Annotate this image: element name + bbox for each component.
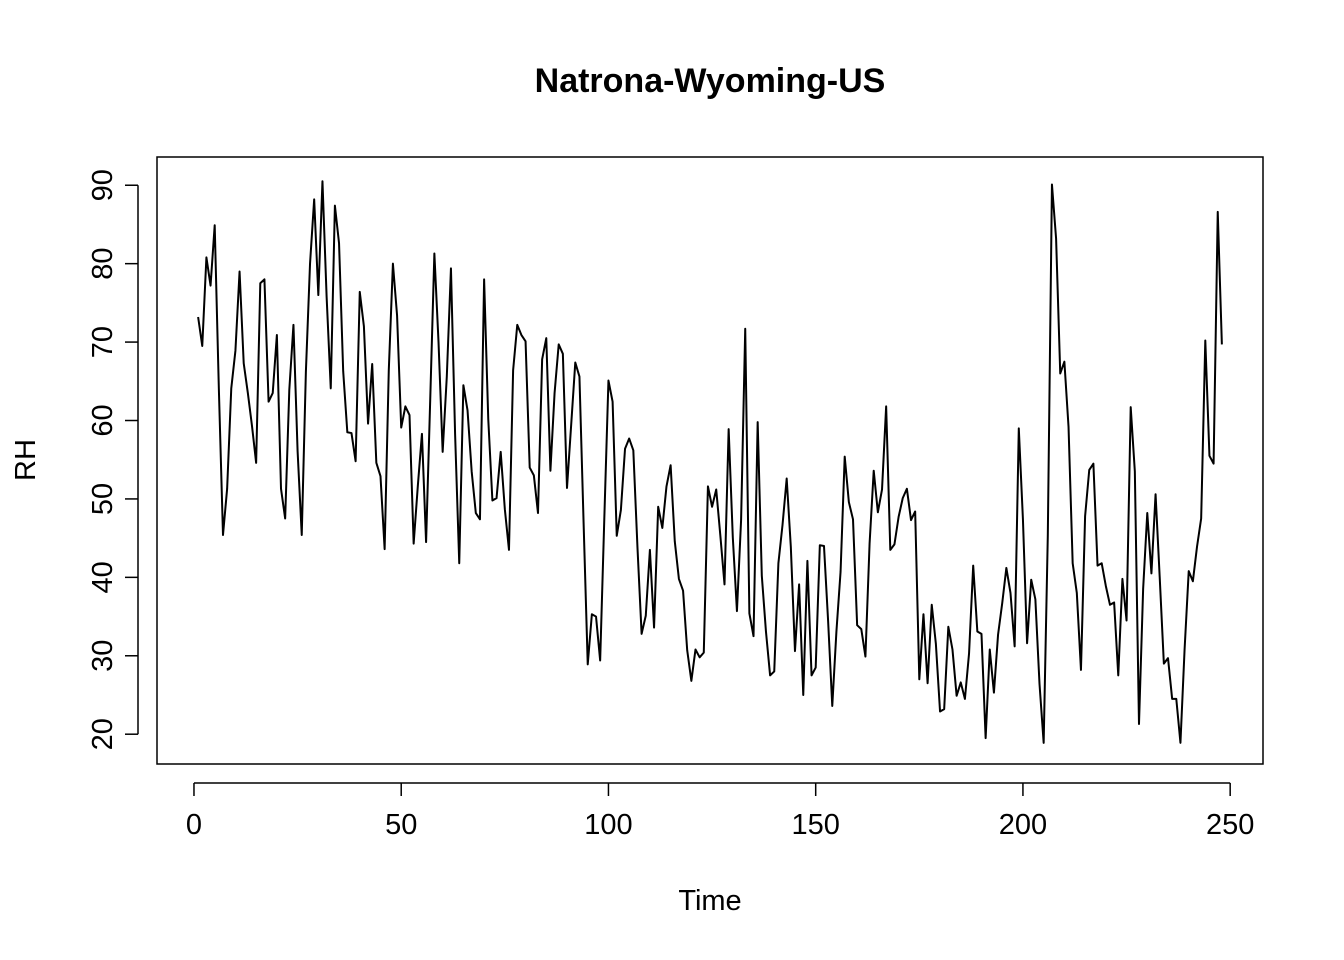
y-tick-label: 70 [87,326,119,358]
y-tick-label: 90 [87,169,119,201]
x-axis-label: Time [678,885,741,917]
y-tick-label: 50 [87,483,119,515]
x-axis: 0 50 100 150 200 250 [186,782,1254,841]
y-tick-label: 60 [87,404,119,436]
x-tick-label: 250 [1206,809,1254,841]
y-tick-label: 30 [87,640,119,672]
y-axis: 20 30 40 50 60 70 80 90 [87,169,139,750]
y-tick-label: 80 [87,248,119,280]
y-tick-label: 40 [87,561,119,593]
y-tick-label: 20 [87,718,119,750]
series-line [197,180,1223,744]
x-tick-label: 200 [999,809,1047,841]
x-tick-label: 50 [385,809,417,841]
chart-title: Natrona-Wyoming-US [535,62,886,100]
x-tick-label: 150 [791,809,839,841]
y-axis-label: RH [10,439,42,481]
x-tick-label: 100 [584,809,632,841]
x-tick-label: 0 [186,809,202,841]
series-layer [197,180,1223,744]
plot-frame [156,156,1264,765]
